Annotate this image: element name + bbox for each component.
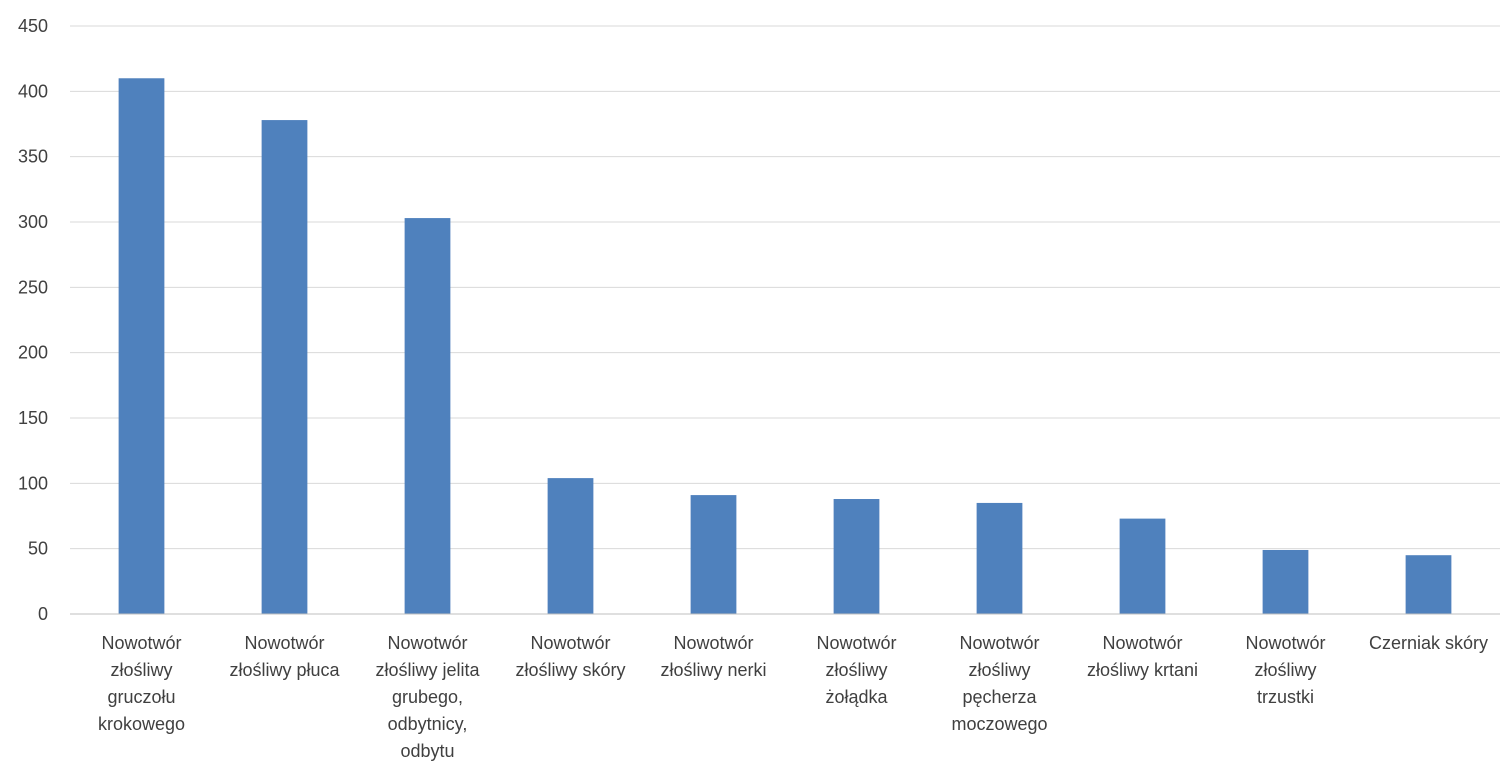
y-tick-label: 300 [18,212,48,232]
bar-10 [1405,555,1452,614]
bars [118,78,1452,615]
y-tick-label: 100 [18,473,48,493]
bar-9 [1262,549,1309,614]
bar-3 [404,218,451,614]
x-tick-label-9: Nowotwór złośliwy trzustki [1245,633,1325,707]
bar-1 [118,78,165,615]
bar-8 [1119,518,1166,614]
x-tick-label-1: Nowotwór złośliwy gruczołu krokowego [98,633,185,734]
y-tick-label: 0 [38,604,48,624]
x-axis-labels: Nowotwór złośliwy gruczołu krokowego Nowotwó… [98,633,1488,761]
y-tick-label: 200 [18,343,48,363]
y-tick-label: 400 [18,81,48,101]
x-tick-label-4: Nowotwór złośliwy skóry [515,633,625,680]
x-tick-label-5: Nowotwór złośliwy nerki [660,633,766,680]
bar-5 [690,495,737,614]
y-axis-ticks: 0 50 100 150 200 250 300 350 400 450 [18,16,48,624]
x-tick-label-7: Nowotwór złośliwy pęcherza moczowego [951,633,1047,734]
x-tick-label-2: Nowotwór złośliwy płuca [229,633,340,680]
y-tick-label: 150 [18,408,48,428]
gridlines [70,25,1500,550]
bar-7 [976,502,1023,614]
x-tick-label-6: Nowotwór złośliwy żołądka [816,633,896,707]
y-tick-label: 350 [18,147,48,167]
bar-2 [261,120,308,614]
x-tick-label-10: Czerniak skóry [1369,633,1488,653]
x-tick-label-3: Nowotwór złośliwy jelita grubego, odbytnicy… [375,633,480,761]
bar-6 [833,499,880,614]
y-tick-label: 50 [28,539,48,559]
y-tick-label: 250 [18,277,48,297]
bar-4 [547,478,594,614]
x-tick-label-8: Nowotwór złośliwy krtani [1087,633,1198,680]
y-tick-label: 450 [18,16,48,36]
